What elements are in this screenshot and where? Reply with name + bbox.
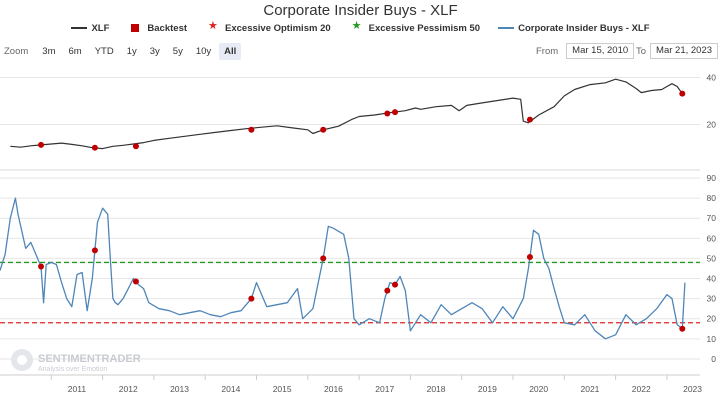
star-icon: ★	[351, 20, 362, 32]
backtest-marker	[320, 255, 327, 262]
x-tick-label: 2016	[324, 384, 343, 394]
watermark-name: SENTIMENTRADER	[38, 353, 141, 365]
star-icon: ★	[208, 20, 218, 32]
range-from-label: From	[536, 45, 559, 57]
range-to-label: To	[636, 45, 647, 57]
x-tick-label: 2020	[529, 384, 548, 394]
y-tick-label: 60	[707, 233, 717, 243]
backtest-marker	[392, 109, 399, 116]
backtest-marker	[392, 281, 399, 288]
range-from: From Mar 15, 2010	[536, 42, 635, 60]
legend-item-xlf[interactable]: XLF	[71, 21, 109, 35]
legend-item-buys[interactable]: Corporate Insider Buys - XLF	[498, 21, 650, 35]
zoom-button-5y[interactable]: 5y	[172, 45, 183, 57]
zoom-button-6m[interactable]: 6m	[68, 45, 82, 57]
y-tick-label: 40	[707, 72, 717, 82]
backtest-marker	[38, 263, 45, 270]
backtest-marker	[248, 126, 255, 133]
x-tick-label: 2018	[427, 384, 446, 394]
legend-item-pessimism[interactable]: ★ Excessive Pessimism 50	[349, 20, 481, 35]
x-tick-label: 2021	[581, 384, 600, 394]
zoom-button-3m[interactable]: 3m	[42, 45, 56, 57]
range-to: To Mar 21, 2023	[636, 42, 719, 60]
zoom-button-ytd[interactable]: YTD	[94, 45, 114, 57]
backtest-marker	[526, 254, 533, 261]
x-tick-label: 2011	[68, 384, 87, 394]
legend-label-buys: Corporate Insider Buys - XLF	[518, 22, 650, 34]
x-tick-label: 2019	[478, 384, 497, 394]
range-from-input[interactable]: Mar 15, 2010	[566, 43, 635, 59]
threshold-lines	[0, 261, 700, 324]
backtest-marker	[320, 126, 327, 133]
chart-title: Corporate Insider Buys - XLF	[263, 2, 458, 19]
line-icon	[498, 23, 515, 33]
watermark-tagline: Analysis over Emotion	[38, 366, 107, 373]
legend-label-xlf: XLF	[91, 22, 110, 34]
x-tick-label: 2015	[273, 384, 292, 394]
y-tick-label: 80	[707, 193, 717, 203]
legend-label-optimism: Excessive Optimism 20	[225, 22, 331, 34]
backtest-marker	[132, 143, 139, 150]
backtest-marker	[526, 116, 533, 123]
line-icon	[71, 23, 88, 33]
legend-label-pessimism: Excessive Pessimism 50	[368, 22, 481, 34]
y-tick-label: 90	[707, 173, 717, 183]
watermark: SENTIMENTRADER Analysis over Emotion	[11, 349, 141, 373]
y-tick-label: 20	[707, 314, 717, 324]
y-tick-label: 50	[707, 253, 717, 263]
backtest-marker	[132, 278, 139, 285]
x-tick-label: 2023	[683, 384, 702, 394]
y-tick-label: 10	[707, 334, 717, 344]
backtest-marker	[91, 144, 98, 151]
backtest-markers	[38, 90, 686, 332]
backtest-marker	[248, 295, 255, 302]
y-tick-label: 30	[707, 294, 717, 304]
x-tick-label: 2012	[119, 384, 138, 394]
series-lines	[0, 78, 686, 340]
zoom-button-10y[interactable]: 10y	[195, 45, 212, 57]
backtest-marker	[384, 110, 391, 117]
backtest-marker	[679, 90, 686, 97]
y-tick-label: 40	[707, 274, 717, 284]
zoom-bar: Zoom 3m 6m YTD 1y 3y 5y 10y All	[4, 42, 242, 60]
grid-lines	[0, 76, 700, 360]
backtest-marker	[384, 287, 391, 294]
legend-item-backtest[interactable]: Backtest	[127, 21, 187, 35]
x-tick-label: 2013	[170, 384, 189, 394]
axis-labels: 20 40 0 10 20 30 40 50 60 70 80 90 2011 2012 2013 2014 2…	[50, 72, 717, 394]
backtest-marker	[91, 247, 98, 254]
legend-item-optimism[interactable]: ★ Excessive Optimism 20	[205, 20, 331, 35]
square-marker-icon	[127, 23, 143, 33]
zoom-button-3y[interactable]: 3y	[149, 45, 160, 57]
zoom-label: Zoom	[4, 45, 29, 57]
backtest-marker	[679, 325, 686, 332]
zoom-button-all[interactable]: All	[219, 42, 242, 60]
legend: XLF Backtest ★ Excessive Optimism 20 ★ E…	[0, 20, 721, 35]
legend-label-backtest: Backtest	[147, 22, 188, 34]
insider-buys-line	[0, 197, 686, 340]
backtest-marker	[38, 141, 45, 148]
range-to-input[interactable]: Mar 21, 2023	[650, 43, 719, 59]
xlf-price-line	[10, 78, 683, 150]
x-tick-label: 2014	[221, 384, 240, 394]
watermark-logo-center	[17, 355, 27, 365]
zoom-button-1y[interactable]: 1y	[126, 45, 137, 57]
y-tick-label: 20	[707, 119, 717, 129]
x-tick-label: 2022	[632, 384, 651, 394]
y-tick-label: 0	[711, 354, 716, 364]
x-tick-label: 2017	[375, 384, 394, 394]
y-tick-label: 70	[707, 213, 717, 223]
